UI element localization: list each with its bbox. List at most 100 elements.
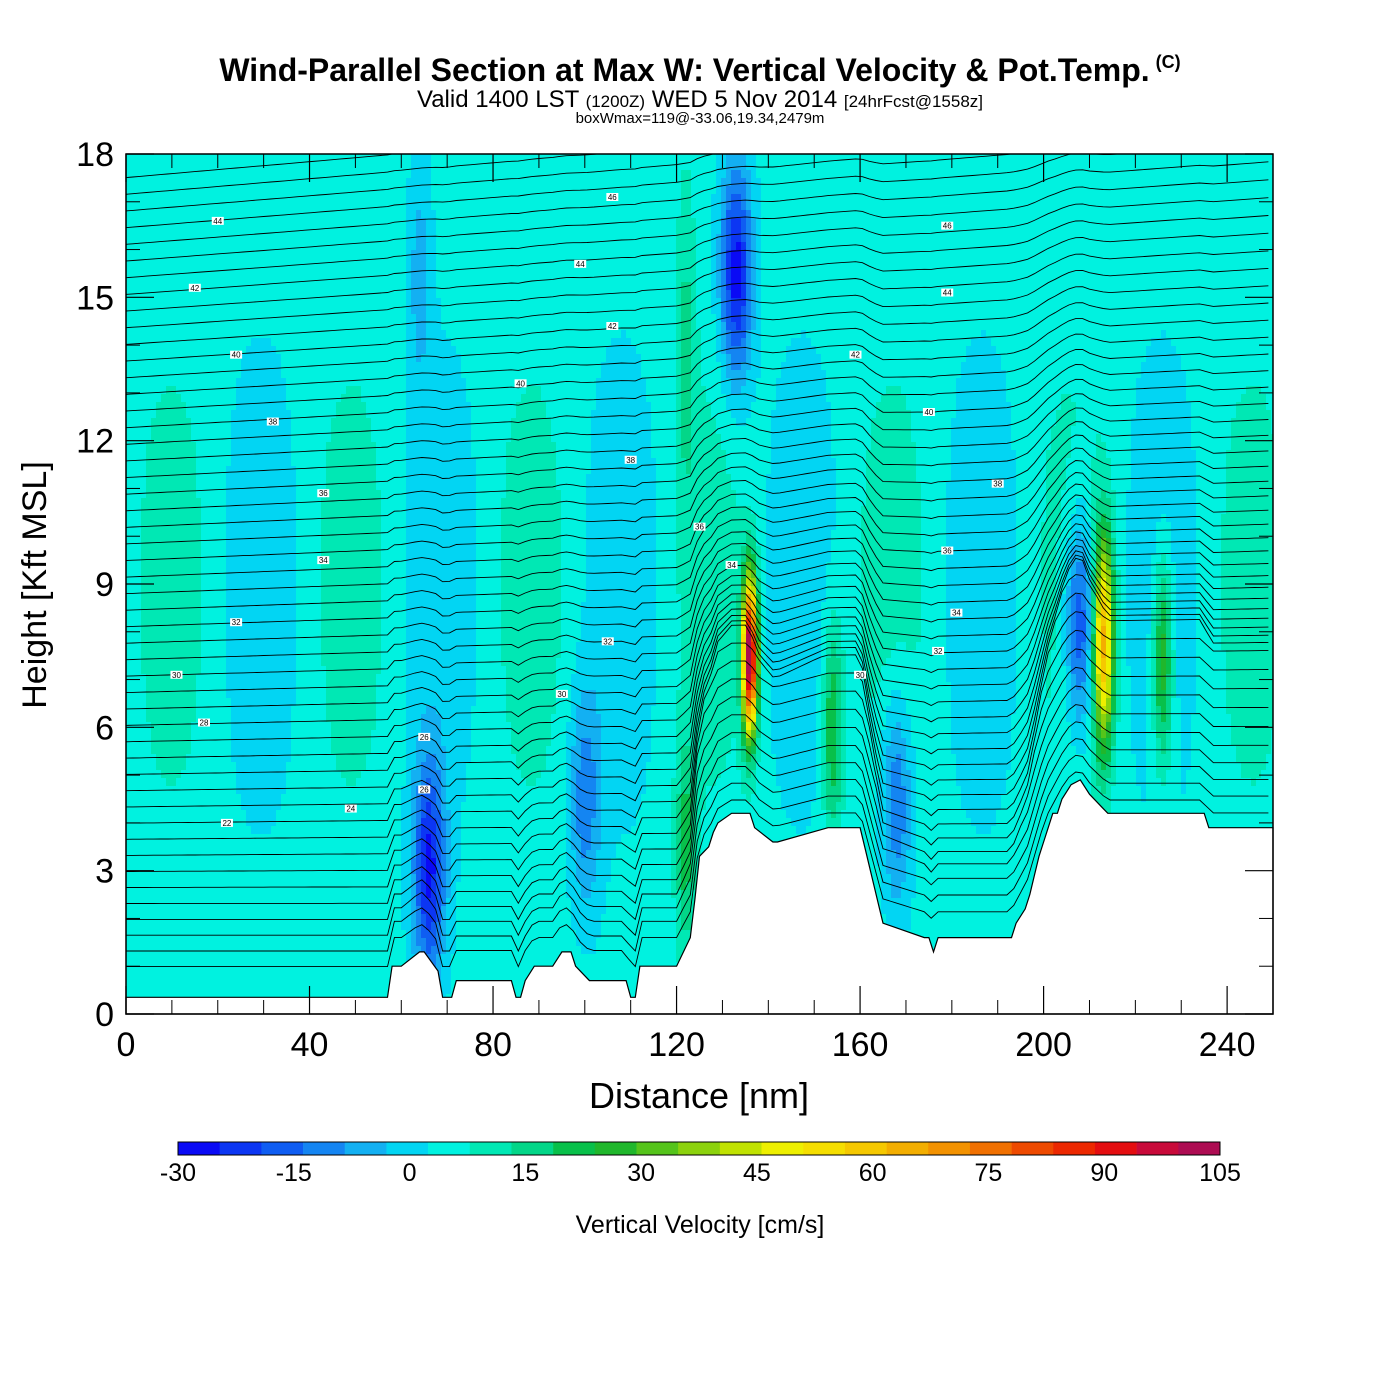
field-cell [976,194,982,203]
field-cell [721,202,727,211]
field-cell [231,162,237,171]
field-cell [716,170,722,179]
field-cell [196,162,202,171]
field-cell [826,170,832,179]
field-cell [586,178,592,187]
field-cell [346,178,352,187]
field-cell [1131,202,1137,211]
field-cell [906,170,912,179]
field-cell [591,178,597,187]
field-cell [756,186,762,195]
field-cell [381,170,387,179]
field-cell [331,162,337,171]
field-cell [1191,186,1197,195]
field-cell [1196,186,1202,195]
field-cell [956,178,962,187]
field-cell [896,186,902,195]
field-cell [1136,154,1142,163]
field-cell [921,194,927,203]
field-cell [1096,194,1102,203]
field-cell [1036,154,1042,163]
field-cell [896,202,902,211]
field-cell [606,170,612,179]
field-cell [191,202,197,211]
field-cell [851,162,857,171]
field-cell [151,162,157,171]
field-cell [136,154,142,163]
field-cell [1126,186,1132,195]
field-cell [286,186,292,195]
field-cell [631,170,637,179]
field-cell [1011,162,1017,171]
field-cell [231,186,237,195]
field-cell [1256,154,1262,163]
field-cell [421,170,427,179]
field-cell [876,154,882,163]
field-cell [1221,178,1227,187]
field-cell [476,178,482,187]
field-cell [826,202,832,211]
field-cell [971,194,977,203]
field-cell [1146,194,1152,203]
field-cell [201,210,207,219]
field-cell [1146,202,1152,211]
field-cell [761,162,767,171]
field-cell [311,170,317,179]
field-cell [1121,178,1127,187]
field-cell [1071,162,1077,171]
field-cell [496,194,502,203]
field-cell [1236,154,1242,163]
field-cell [491,170,497,179]
field-cell [666,186,672,195]
field-cell [941,202,947,211]
field-cell [1021,194,1027,203]
field-cell [986,154,992,163]
field-cell [351,178,357,187]
field-cell [891,178,897,187]
field-cell [161,162,167,171]
field-cell [1266,186,1272,195]
field-cell [301,202,307,211]
field-cell [736,178,742,187]
field-cell [1206,202,1212,211]
field-cell [531,178,537,187]
field-cell [311,186,317,195]
field-cell [1156,194,1162,203]
field-cell [1111,186,1117,195]
field-cell [796,186,802,195]
field-cell [331,154,337,163]
field-cell [751,186,757,195]
field-cell [1251,154,1257,163]
field-cell [496,186,502,195]
field-cell [611,202,617,211]
field-cell [776,186,782,195]
field-cell [431,170,437,179]
field-cell [546,202,552,211]
field-cell [1186,186,1192,195]
field-cell [621,170,627,179]
field-cell [256,194,262,203]
field-cell [276,162,282,171]
field-cell [281,162,287,171]
field-cell [351,194,357,203]
field-cell [956,186,962,195]
field-cell [386,178,392,187]
field-cell [711,202,717,211]
field-cell [1101,170,1107,179]
field-cell [896,170,902,179]
field-cell [996,170,1002,179]
field-cell [666,194,672,203]
field-cell [1061,178,1067,187]
field-cell [906,154,912,163]
field-cell [546,162,552,171]
field-cell [361,154,367,163]
field-cell [986,186,992,195]
field-cell [476,202,482,211]
field-cell [181,186,187,195]
field-cell [226,210,232,219]
field-cell [1156,162,1162,171]
field-cell [836,162,842,171]
field-cell [651,170,657,179]
field-cell [126,162,132,171]
field-cell [911,162,917,171]
